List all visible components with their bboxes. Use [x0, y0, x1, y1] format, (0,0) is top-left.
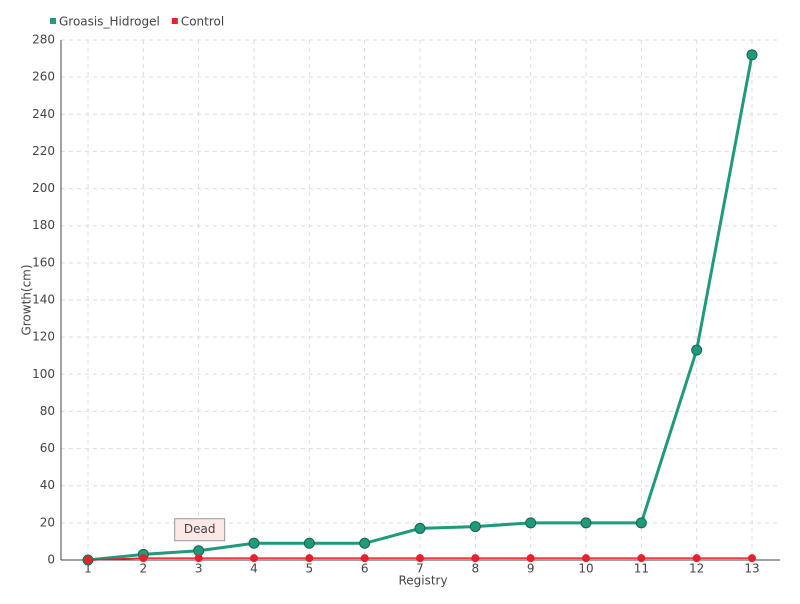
data-point [580, 517, 592, 529]
data-point [525, 517, 537, 529]
y-tick-label: 260 [32, 70, 55, 84]
x-tick-label: 13 [744, 562, 759, 576]
y-tick-label: 60 [40, 441, 55, 455]
y-tick-label: 140 [32, 293, 55, 307]
data-point [360, 554, 369, 563]
annotation-text: Dead [184, 522, 216, 536]
x-axis-label: Registry [398, 574, 447, 588]
data-point [469, 521, 481, 533]
data-point [692, 554, 701, 563]
data-point [471, 554, 480, 563]
data-point [139, 554, 148, 563]
x-tick-label: 1 [84, 562, 92, 576]
y-tick-label: 80 [40, 404, 55, 418]
annotation-box [174, 518, 226, 542]
legend-swatch [171, 18, 178, 24]
y-tick-label: 20 [40, 515, 55, 529]
y-tick-label: 160 [32, 255, 55, 269]
data-point [248, 537, 260, 549]
x-tick-label: 9 [527, 562, 535, 576]
y-tick-label: 240 [32, 107, 55, 121]
y-tick-label: 0 [47, 553, 55, 567]
y-axis-label: Growth(cm) [20, 264, 34, 335]
y-tick-label: 280 [32, 33, 55, 47]
x-tick-label: 11 [634, 562, 649, 576]
x-tick-label: 10 [578, 562, 593, 576]
data-point [748, 554, 756, 563]
y-tick-label: 120 [32, 330, 55, 344]
data-point [359, 537, 371, 549]
data-point [194, 554, 203, 563]
data-point [582, 554, 590, 563]
y-tick-label: 220 [32, 144, 55, 158]
data-point [305, 554, 314, 563]
data-point [414, 522, 426, 534]
data-point [416, 554, 424, 563]
y-tick-label: 40 [40, 478, 55, 492]
x-tick-label: 8 [472, 562, 480, 576]
x-tick-label: 12 [689, 562, 704, 576]
data-point [250, 554, 258, 563]
legend-label: Groasis_Hidrogel [59, 15, 160, 29]
x-tick-label: 2 [140, 562, 148, 576]
data-point [303, 537, 315, 549]
x-tick-label: 7 [416, 562, 424, 576]
y-tick-label: 200 [32, 181, 55, 195]
data-point [84, 556, 92, 564]
data-point [691, 344, 703, 356]
x-tick-label: 4 [250, 562, 258, 576]
annotation: Dead [174, 518, 226, 542]
y-tick-label: 100 [32, 367, 55, 381]
legend-swatch [50, 18, 56, 24]
x-tick-label: 6 [361, 562, 369, 576]
data-point [637, 554, 646, 563]
x-tick-label: 5 [306, 562, 314, 576]
data-point [635, 517, 647, 529]
data-point [526, 554, 535, 563]
legend-label: Control [181, 15, 224, 29]
x-tick-label: 3 [195, 562, 203, 576]
data-point [746, 49, 758, 61]
y-tick-label: 180 [32, 218, 55, 232]
